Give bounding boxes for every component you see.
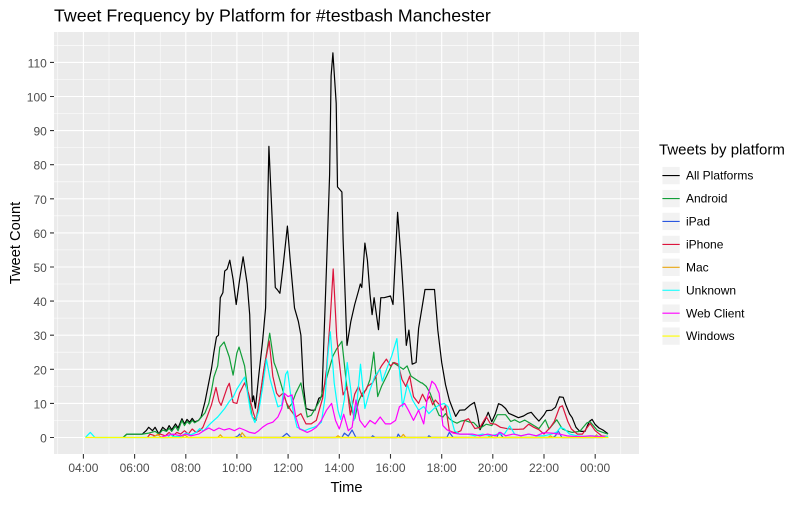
svg-text:12:00: 12:00 (273, 461, 303, 475)
svg-text:iPhone: iPhone (686, 237, 724, 251)
svg-text:14:00: 14:00 (324, 461, 354, 475)
svg-text:20: 20 (33, 363, 47, 377)
svg-text:110: 110 (28, 56, 47, 70)
svg-text:Mac: Mac (686, 260, 709, 274)
svg-text:18:00: 18:00 (427, 461, 457, 475)
svg-text:40: 40 (33, 295, 47, 309)
svg-text:06:00: 06:00 (120, 461, 150, 475)
svg-text:10:00: 10:00 (222, 461, 252, 475)
svg-text:04:00: 04:00 (68, 461, 98, 475)
svg-text:All Platforms: All Platforms (686, 169, 753, 183)
svg-text:Unknown: Unknown (686, 283, 736, 297)
svg-text:60: 60 (33, 227, 47, 241)
svg-text:30: 30 (33, 329, 47, 343)
svg-text:Tweets by platform: Tweets by platform (659, 142, 785, 159)
svg-text:20:00: 20:00 (478, 461, 508, 475)
svg-text:16:00: 16:00 (375, 461, 405, 475)
svg-text:100: 100 (27, 91, 47, 105)
svg-text:Android: Android (686, 192, 727, 206)
svg-text:iPad: iPad (686, 215, 710, 229)
svg-text:Tweet Count: Tweet Count (8, 202, 24, 284)
svg-text:90: 90 (33, 125, 47, 139)
svg-text:10: 10 (33, 397, 47, 411)
svg-text:Windows: Windows (686, 329, 735, 343)
svg-text:08:00: 08:00 (171, 461, 201, 475)
svg-text:Web Client: Web Client (686, 306, 745, 320)
svg-text:80: 80 (33, 159, 47, 173)
svg-text:Tweet Frequency by Platform fo: Tweet Frequency by Platform for #testbas… (54, 5, 491, 25)
svg-text:70: 70 (33, 193, 47, 207)
svg-text:22:00: 22:00 (529, 461, 559, 475)
svg-text:50: 50 (33, 261, 47, 275)
svg-text:0: 0 (40, 432, 47, 446)
svg-text:00:00: 00:00 (580, 461, 610, 475)
svg-text:Time: Time (330, 480, 362, 496)
